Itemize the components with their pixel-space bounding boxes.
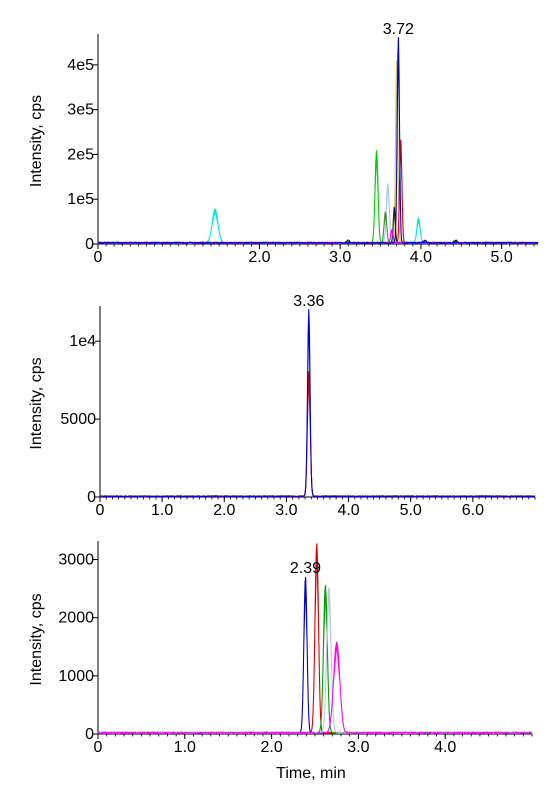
peak-annotation: 3.72 <box>383 21 414 38</box>
x-tick-label: 3.0 <box>275 502 297 519</box>
series-trace-1 <box>99 371 536 498</box>
series-trace-5 <box>97 641 533 735</box>
series-trace-4 <box>97 211 539 245</box>
y-tick-label: 1e5 <box>67 191 94 208</box>
x-tick-label: 2.0 <box>260 739 282 756</box>
chart-panel-2: 0 1.0 2.0 3.0 4.0 5.0 6.0 0 5000 1e4 Intensity, cp… <box>28 293 536 519</box>
x-tick-label: 5.0 <box>400 502 422 519</box>
x-tick-label: 2.0 <box>248 249 270 266</box>
y-tick-label: 5000 <box>60 411 96 428</box>
y-axis-title: Intensity, cps <box>28 95 45 187</box>
x-tick-label: 5.0 <box>491 249 513 266</box>
chart-panel-1: 0 2.0 3.0 4.0 5.0 0 1e5 2e5 3e5 4e5 Intensity, cps… <box>28 21 539 266</box>
x-tick-label: 3.0 <box>347 739 369 756</box>
x-axis-title: Time, min <box>276 765 346 782</box>
x-tick-label: 6.0 <box>462 502 484 519</box>
peak-annotation: 2.39 <box>290 560 321 577</box>
y-tick-label: 0 <box>85 726 94 743</box>
y-tick-label: 0 <box>85 236 94 253</box>
series-trace-7 <box>97 206 539 245</box>
y-tick-label: 2e5 <box>67 146 94 163</box>
y-tick-label: 2000 <box>58 610 94 627</box>
series-trace-2 <box>97 150 539 245</box>
x-tick-label: 0 <box>94 739 103 756</box>
y-tick-label: 4e5 <box>67 57 94 74</box>
series-trace-6 <box>97 139 539 245</box>
x-tick-label: 0 <box>96 502 105 519</box>
x-tick-label: 3.0 <box>329 249 351 266</box>
peak-annotation: 3.36 <box>293 293 324 310</box>
y-tick-label: 1e4 <box>69 333 96 350</box>
x-tick-label: 2.0 <box>213 502 235 519</box>
x-tick-label: 1.0 <box>174 739 196 756</box>
chart-panel-3: 0 1.0 2.0 3.0 4.0 0 1000 2000 3000 Intensity, cps… <box>28 541 533 782</box>
x-tick-label: 0 <box>94 249 103 266</box>
series-trace-5 <box>97 59 539 245</box>
series-trace-1 <box>97 208 539 245</box>
x-tick-label: 4.0 <box>434 739 456 756</box>
series-trace-9 <box>97 37 539 245</box>
y-tick-label: 3000 <box>58 552 94 569</box>
y-tick-label: 0 <box>87 489 96 506</box>
series-trace-3 <box>97 182 539 245</box>
y-tick-label: 3e5 <box>67 102 94 119</box>
x-tick-label: 1.0 <box>151 502 173 519</box>
series-trace-2 <box>99 309 536 498</box>
x-tick-label: 4.0 <box>410 249 432 266</box>
y-axis-title: Intensity, cps <box>28 593 45 685</box>
y-axis-title: Intensity, cps <box>28 357 45 449</box>
x-tick-label: 4.0 <box>337 502 359 519</box>
y-tick-label: 1000 <box>58 668 94 685</box>
series-trace-8 <box>97 229 539 245</box>
